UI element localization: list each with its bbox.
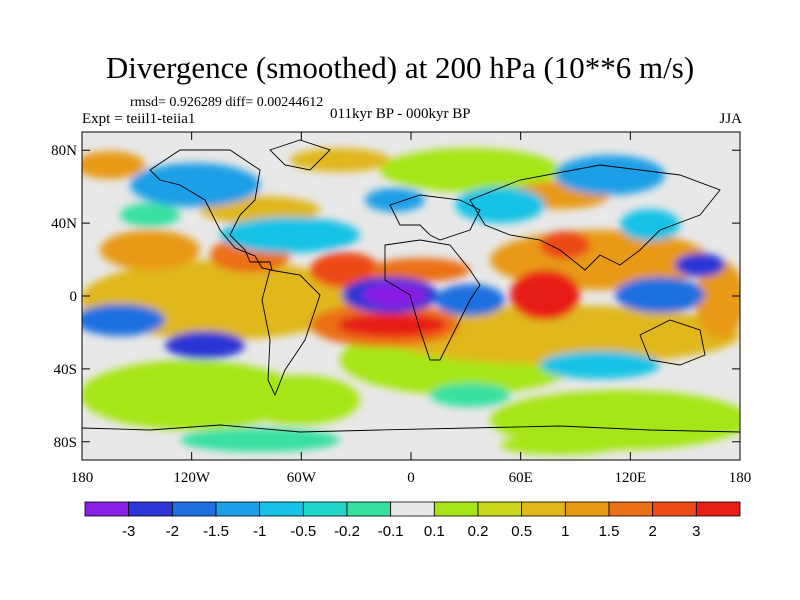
divergence-field [82, 132, 740, 460]
colorbar-label: -2 [166, 523, 179, 540]
colorbar-label: 0.1 [424, 523, 445, 540]
period-label: 011kyr BP - 000kyr BP [330, 106, 471, 122]
blob [540, 231, 590, 259]
colorbar-swatch [390, 501, 435, 517]
colorbar-swatch [521, 501, 566, 517]
blob [695, 260, 740, 340]
blob [180, 428, 340, 452]
colorbar-label: -1 [253, 523, 266, 540]
blob [430, 383, 510, 407]
colorbar-swatch [346, 501, 392, 517]
colorbar-label: -3 [122, 523, 135, 540]
x-axis: 180 120W 60W 0 60E 120E 180 [71, 132, 752, 486]
colorbar-label: 3 [692, 523, 700, 540]
x-tick-label: 60E [509, 470, 533, 486]
colorbar-swatch [608, 501, 654, 517]
colorbar-swatch [477, 501, 523, 517]
blob [500, 435, 620, 455]
blob [240, 375, 360, 425]
blob [675, 253, 725, 277]
blob [540, 351, 660, 379]
blob [337, 313, 447, 337]
australia-coast [639, 319, 706, 366]
colorbar-label: -0.2 [334, 523, 360, 540]
colorbar-swatch [564, 501, 610, 517]
blob [510, 270, 580, 320]
colorbar-swatch [433, 501, 479, 517]
colorbar-label: 0.5 [511, 523, 532, 540]
africa-coast [384, 239, 481, 361]
south-america-coast [261, 269, 321, 397]
colorbar-swatch [84, 501, 130, 517]
colorbar-label: 2 [648, 523, 656, 540]
blob [100, 230, 200, 270]
colorbar-label: -0.1 [378, 523, 404, 540]
y-axis: 80N 40N 0 40S 80S [51, 143, 740, 451]
blob [82, 304, 165, 336]
colorbar: -3 -2 -1.5 -1 -0.5 -0.2 -0.1 0.1 0.2 0.5 1 1.5 2 3 [84, 501, 741, 540]
colorbar-swatch [171, 501, 217, 517]
blob [380, 148, 560, 192]
blob [380, 305, 740, 365]
blob [165, 331, 245, 359]
colorbar-label: -0.5 [290, 523, 316, 540]
antarctica-coast [82, 424, 740, 433]
blob [615, 277, 705, 313]
greenland-coast [269, 139, 331, 171]
asia-coast [469, 164, 721, 271]
blob [620, 209, 680, 241]
y-tick-label: 0 [70, 289, 78, 305]
blob [82, 151, 145, 179]
blob [82, 360, 300, 430]
colorbar-swatch [695, 501, 741, 517]
colorbar-label: 1.5 [599, 523, 620, 540]
colorbar-swatch [215, 501, 261, 517]
x-tick-label: 60W [287, 470, 317, 486]
x-tick-label: 180 [729, 470, 752, 486]
blob [120, 203, 180, 227]
colorbar-swatch [128, 501, 173, 517]
blob [290, 148, 390, 172]
y-tick-label: 80N [51, 143, 77, 159]
map-title: Divergence (smoothed) at 200 hPa (10**6 … [105, 50, 695, 85]
x-tick-label: 120E [614, 470, 646, 486]
stats-text: rmsd= 0.926289 diff= 0.00244612 [130, 95, 324, 110]
blob [490, 390, 740, 450]
y-tick-label: 40N [51, 216, 77, 232]
blob [310, 252, 380, 288]
y-tick-label: 40S [54, 362, 77, 378]
blob [370, 258, 470, 282]
x-tick-label: 180 [71, 470, 94, 486]
x-tick-label: 0 [407, 470, 415, 486]
blob [455, 187, 545, 223]
coastlines [82, 139, 740, 433]
y-tick-label: 80S [54, 435, 77, 451]
blob [365, 188, 425, 212]
blob [555, 155, 665, 195]
colorbar-swatch [259, 501, 304, 517]
colorbar-label: 0.2 [468, 523, 489, 540]
colorbar-swatch [652, 501, 697, 517]
colorbar-label: -1.5 [203, 523, 229, 540]
blob [363, 283, 427, 307]
blob [220, 217, 360, 253]
blob [130, 163, 260, 207]
north-america-coast [149, 149, 273, 271]
season-label: JJA [719, 111, 742, 127]
colorbar-label: 1 [561, 523, 569, 540]
colorbar-swatch [302, 501, 348, 517]
experiment-label: Expt = teiil1-teiia1 [82, 111, 196, 127]
europe-coast [389, 194, 481, 241]
x-tick-label: 120W [173, 470, 211, 486]
